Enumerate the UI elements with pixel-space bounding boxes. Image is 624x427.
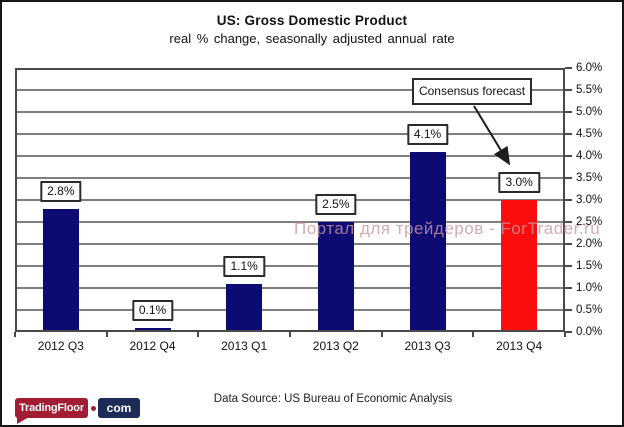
- y-axis-label: 4.0%: [576, 150, 603, 162]
- y-axis-tick: [565, 243, 572, 245]
- x-axis-tick: [197, 332, 200, 337]
- logo-tradingfloor-segment: TradingFloor: [15, 398, 88, 418]
- y-axis-label: 0.5%: [576, 304, 603, 316]
- x-axis-label: 2013 Q2: [312, 339, 359, 353]
- y-axis-label: 2.0%: [576, 238, 603, 250]
- y-axis-tick: [565, 287, 572, 289]
- gridline: [15, 265, 565, 267]
- bar-2013-q4: [501, 200, 538, 332]
- data-label: 3.0%: [498, 172, 540, 193]
- bar-2013-q3: [409, 151, 446, 332]
- gridline: [15, 199, 565, 201]
- bar-2013-q2: [317, 222, 354, 332]
- gridline: [15, 155, 565, 157]
- y-axis-tick: [565, 199, 572, 201]
- x-axis-tick: [14, 332, 16, 337]
- data-label: 1.1%: [223, 255, 265, 277]
- data-label: 0.1%: [131, 299, 174, 321]
- x-axis-label: 2013 Q3: [404, 339, 451, 353]
- gridline: [15, 111, 565, 113]
- x-axis-tick: [380, 332, 383, 337]
- y-axis-label: 5.0%: [576, 106, 603, 118]
- gridline: [15, 287, 565, 289]
- chart-title: US: Gross Domestic Product: [216, 13, 408, 28]
- bar-2012-q3: [42, 208, 79, 332]
- data-label: 4.1%: [406, 123, 449, 145]
- chart-subtitle: real % change, seasonally adjusted annua…: [169, 31, 455, 46]
- gridline: [15, 177, 565, 179]
- data-source-caption: Data Source: US Bureau of Economic Analy…: [213, 393, 453, 405]
- logo-dot-icon: [91, 406, 96, 411]
- bar-2012-q4: [134, 327, 171, 332]
- logo-com-segment: com: [98, 398, 140, 418]
- data-label: 2.5%: [315, 194, 357, 215]
- y-axis-tick: [565, 133, 572, 135]
- consensus-forecast-callout: Consensus forecast: [412, 78, 532, 105]
- y-axis-tick: [565, 221, 572, 223]
- y-axis-tick: [565, 111, 572, 113]
- x-axis-tick: [289, 332, 291, 337]
- x-axis-label: 2013 Q1: [221, 339, 268, 353]
- logo-speech-tail: [17, 417, 29, 424]
- x-axis-label: 2012 Q3: [37, 339, 84, 353]
- gridline: [15, 133, 565, 135]
- gridline: [15, 221, 565, 223]
- gridline: [15, 309, 565, 311]
- y-axis-label: 1.0%: [576, 282, 603, 294]
- y-axis-tick: [565, 309, 572, 311]
- y-axis-tick: [565, 67, 572, 69]
- y-axis-label: 1.5%: [576, 260, 603, 272]
- y-axis-tick: [565, 331, 572, 333]
- x-axis-tick: [105, 332, 108, 337]
- y-axis-label: 3.0%: [576, 194, 603, 206]
- gridline: [15, 89, 565, 91]
- y-axis-label: 5.5%: [576, 84, 603, 96]
- x-axis-tick: [564, 332, 566, 337]
- x-axis-tick: [472, 332, 475, 337]
- gridline: [15, 243, 565, 245]
- y-axis-tick: [565, 89, 572, 91]
- y-axis-tick: [565, 177, 572, 179]
- y-axis-label: 4.5%: [576, 128, 603, 140]
- y-axis-label: 2.5%: [576, 216, 603, 228]
- y-axis-label: 0.0%: [576, 326, 603, 338]
- bar-2013-q1: [226, 283, 263, 332]
- y-axis-tick: [565, 155, 572, 157]
- x-axis-label: 2013 Q4: [496, 339, 543, 353]
- x-axis-label: 2012 Q4: [129, 339, 176, 353]
- y-axis-label: 6.0%: [576, 62, 603, 74]
- y-axis-tick: [565, 265, 572, 267]
- data-label: 2.8%: [40, 180, 82, 202]
- y-axis-label: 3.5%: [576, 172, 603, 184]
